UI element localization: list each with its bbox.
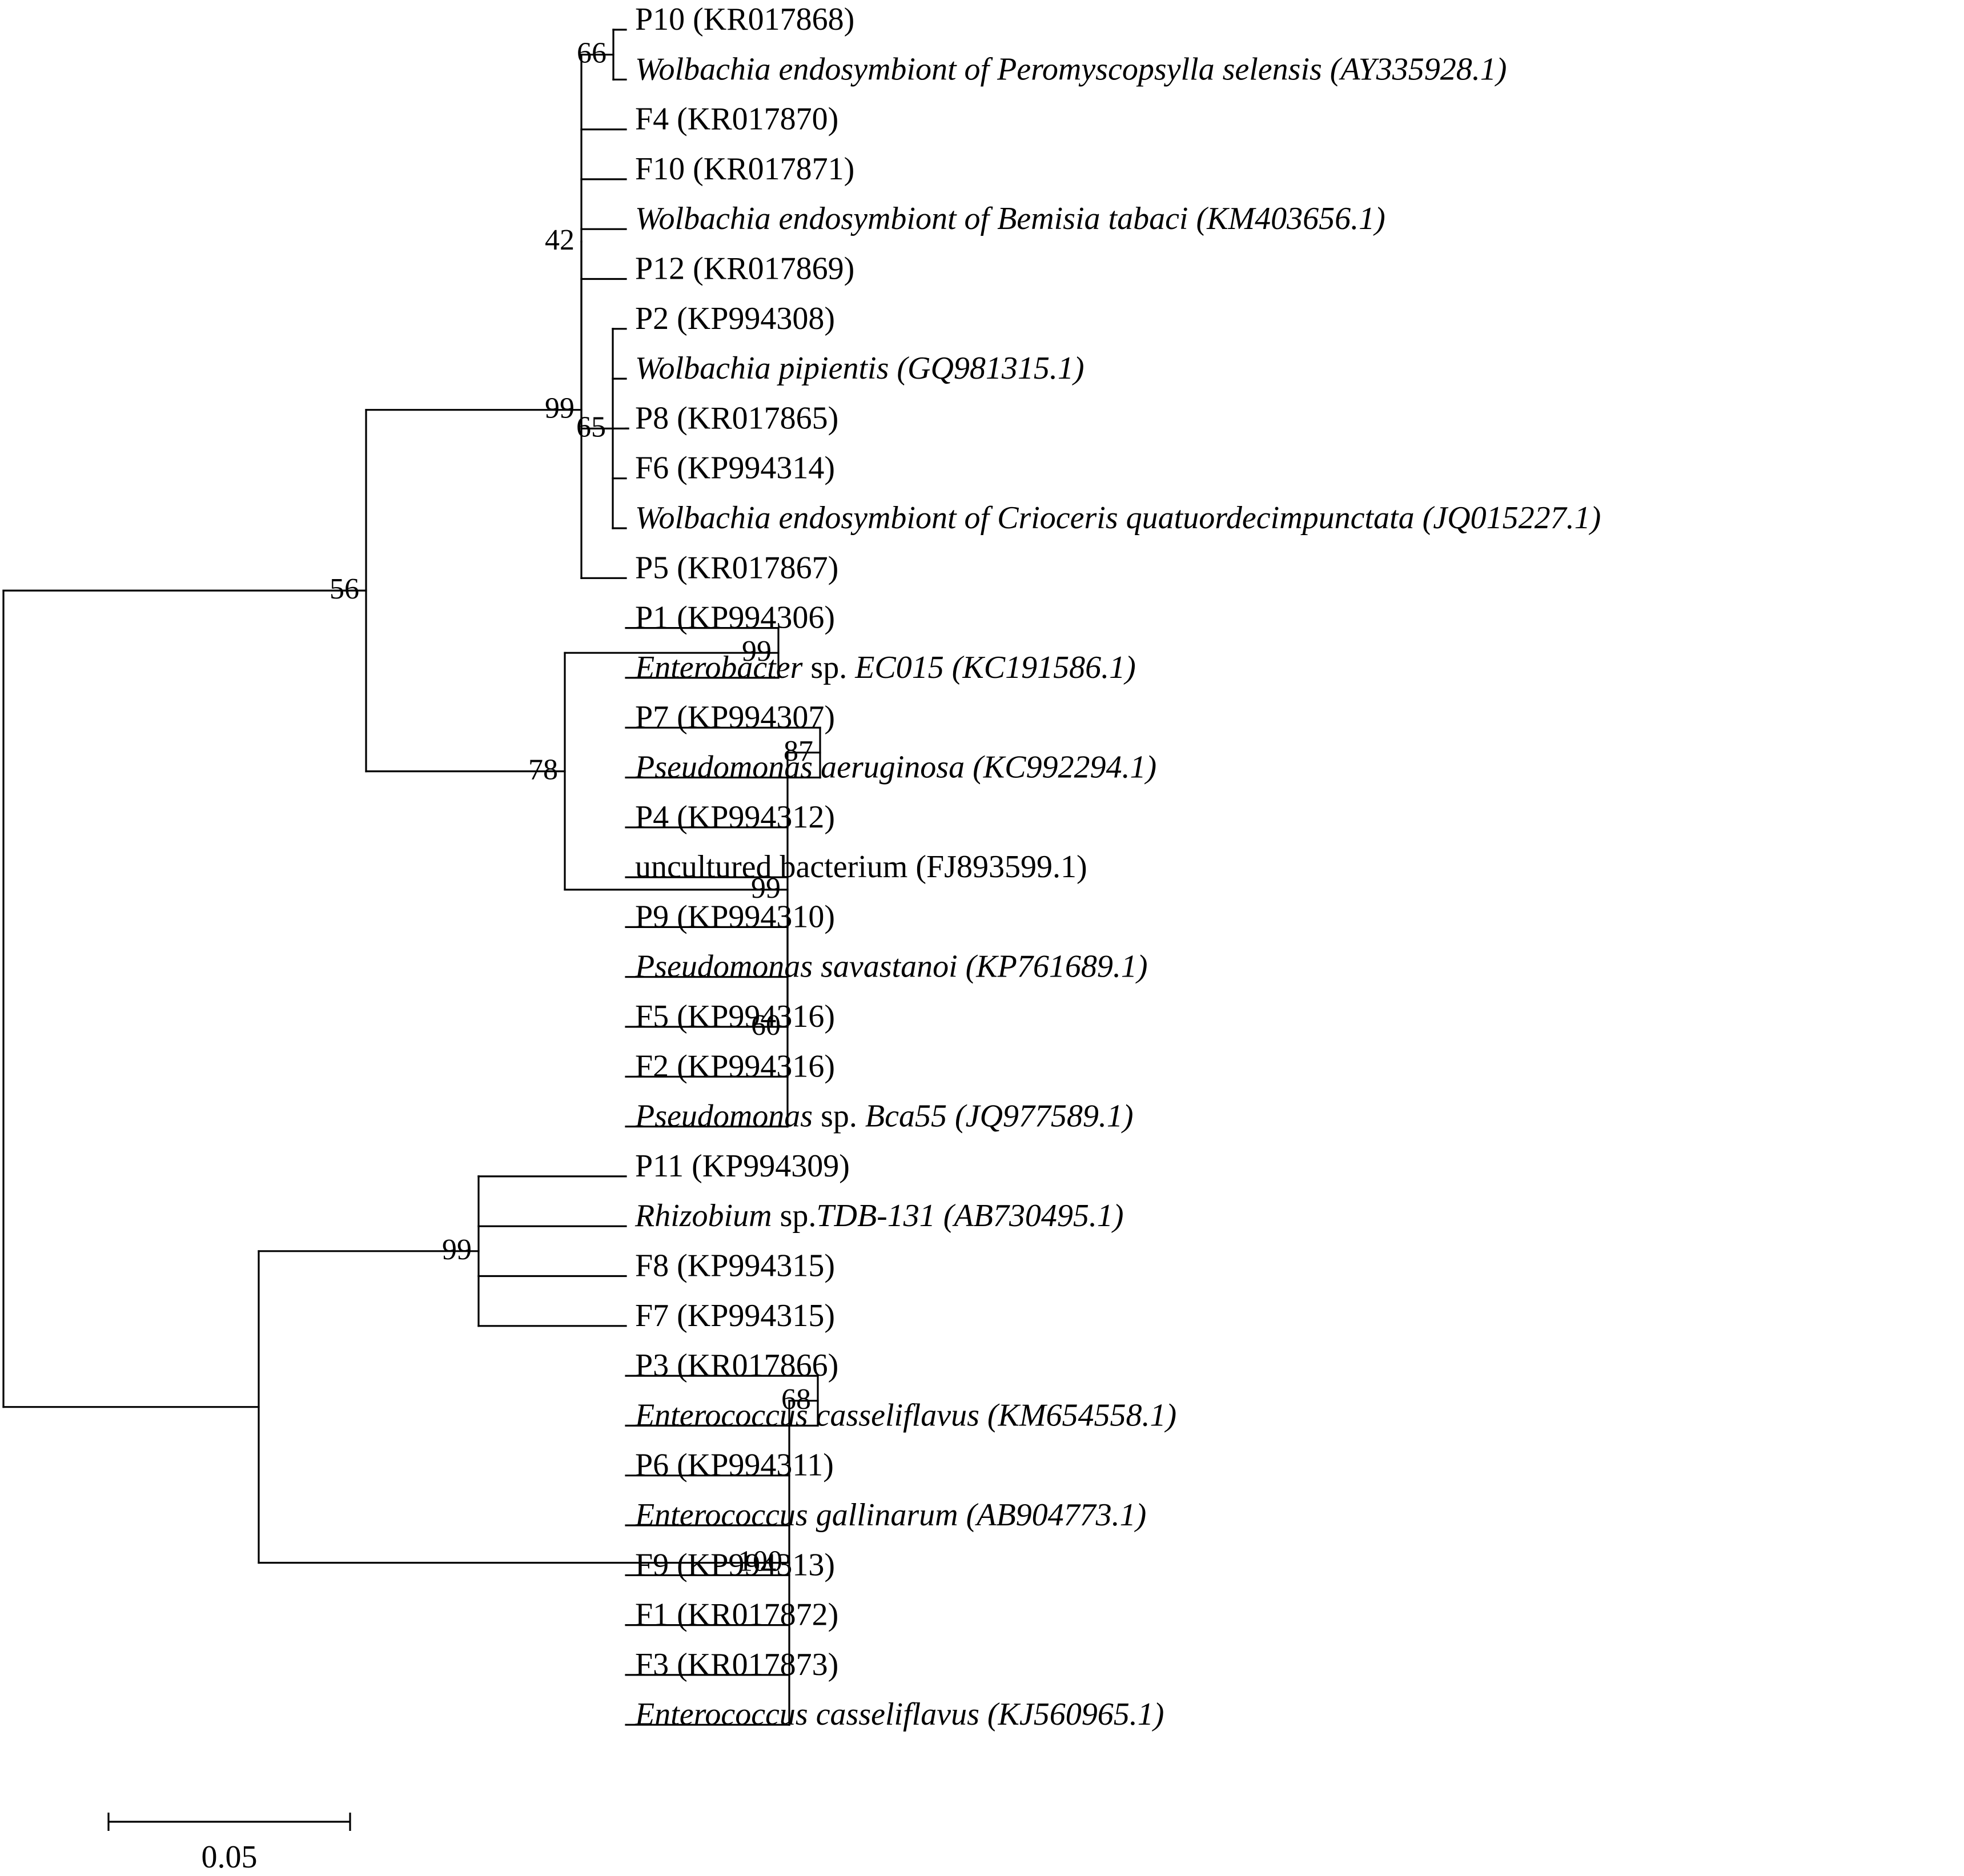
svg-text:uncultured bacterium (FJ893599: uncultured bacterium (FJ893599.1)	[635, 849, 1087, 885]
svg-text:F5 (KP994316): F5 (KP994316)	[635, 999, 835, 1034]
svg-text:F9 (KP994313): F9 (KP994313)	[635, 1547, 835, 1582]
svg-text:F8 (KP994315): F8 (KP994315)	[635, 1248, 835, 1284]
svg-text:Wolbachia endosymbiont of Pero: Wolbachia endosymbiont of Peromyscopsyll…	[635, 51, 1507, 87]
svg-text:P6 (KP994311): P6 (KP994311)	[635, 1448, 834, 1483]
svg-text:Enterococcus casseliflavus (KJ: Enterococcus casseliflavus (KJ560965.1)	[634, 1697, 1164, 1732]
svg-text:F4 (KR017870): F4 (KR017870)	[635, 102, 838, 137]
svg-text:F7 (KP994315): F7 (KP994315)	[635, 1298, 835, 1333]
svg-text:F6 (KP994314): F6 (KP994314)	[635, 451, 835, 486]
svg-text:F1 (KR017872): F1 (KR017872)	[635, 1597, 838, 1633]
svg-text:F3 (KR017873): F3 (KR017873)	[635, 1647, 838, 1682]
svg-text:Enterobacter sp. EC015 (KC1915: Enterobacter sp. EC015 (KC191586.1)	[634, 650, 1136, 685]
svg-text:0.05: 0.05	[202, 1839, 258, 1875]
svg-text:P5 (KR017867): P5 (KR017867)	[635, 550, 838, 585]
svg-text:42: 42	[545, 224, 575, 256]
svg-text:78: 78	[528, 754, 558, 786]
svg-text:P2 (KP994308): P2 (KP994308)	[635, 301, 835, 336]
svg-text:P4 (KP994312): P4 (KP994312)	[635, 800, 835, 835]
svg-text:P11 (KP994309): P11 (KP994309)	[635, 1148, 850, 1184]
svg-text:Wolbachia endosymbiont of Bemi: Wolbachia endosymbiont of Bemisia tabaci…	[635, 201, 1385, 236]
svg-text:P12 (KR017869): P12 (KR017869)	[635, 251, 854, 287]
svg-text:P9 (KP994310): P9 (KP994310)	[635, 899, 835, 934]
svg-text:Pseudomonas sp. Bca55 (JQ97758: Pseudomonas sp. Bca55 (JQ977589.1)	[634, 1099, 1134, 1134]
svg-text:F2 (KP994316): F2 (KP994316)	[635, 1049, 835, 1084]
svg-text:Enterococcus gallinarum (AB904: Enterococcus gallinarum (AB904773.1)	[634, 1497, 1146, 1533]
svg-text:99: 99	[442, 1234, 472, 1266]
svg-text:P7 (KP994307): P7 (KP994307)	[635, 700, 835, 735]
svg-text:99: 99	[545, 392, 575, 425]
svg-text:P10 (KR017868): P10 (KR017868)	[635, 2, 854, 37]
svg-text:65: 65	[576, 411, 606, 443]
svg-text:P1 (KP994306): P1 (KP994306)	[635, 600, 835, 636]
svg-text:F10 (KR017871): F10 (KR017871)	[635, 151, 854, 187]
svg-text:Pseudomonas savastanoi (KP7616: Pseudomonas savastanoi (KP761689.1)	[634, 949, 1148, 985]
svg-text:Enterococcus casseliflavus (KM: Enterococcus casseliflavus (KM654558.1)	[634, 1397, 1176, 1433]
svg-text:P8 (KR017865): P8 (KR017865)	[635, 400, 838, 436]
svg-text:P3 (KR017866): P3 (KR017866)	[635, 1348, 838, 1383]
svg-text:66: 66	[577, 37, 607, 70]
svg-text:Pseudomonas aeruginosa (KC9922: Pseudomonas aeruginosa (KC992294.1)	[634, 750, 1156, 785]
svg-text:56: 56	[330, 573, 359, 605]
svg-text:Wolbachia pipientis (GQ981315.: Wolbachia pipientis (GQ981315.1)	[635, 351, 1085, 386]
svg-text:Wolbachia endosymbiont of Crio: Wolbachia endosymbiont of Crioceris quat…	[635, 500, 1601, 536]
svg-text:Rhizobium sp.TDB-131 (AB730495: Rhizobium sp.TDB-131 (AB730495.1)	[634, 1198, 1124, 1234]
